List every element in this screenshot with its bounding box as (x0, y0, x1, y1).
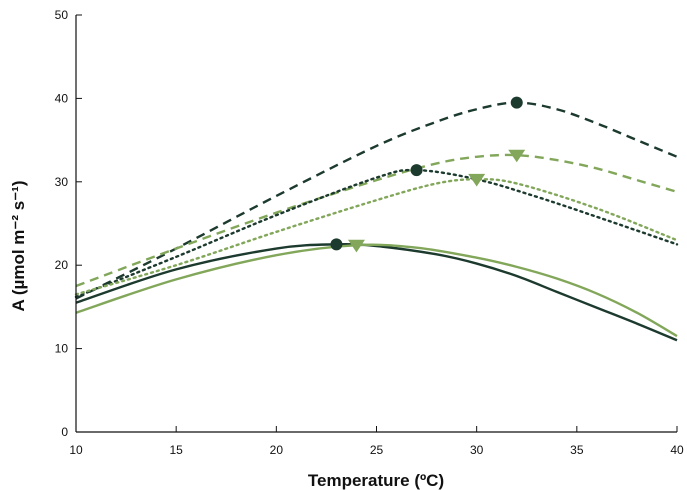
y-axis-title: A (µmol m⁻² s⁻¹) (9, 181, 28, 312)
optimum-marker-circle (330, 238, 343, 251)
series-line-6 (75, 243, 678, 338)
optimum-markers (330, 96, 526, 253)
x-axis-title: Temperature (ºC) (308, 471, 444, 490)
plot-area (74, 101, 679, 342)
y-tick-label: 10 (55, 342, 69, 356)
series-line-5 (75, 242, 678, 342)
x-tick-label: 25 (370, 443, 384, 457)
y-tick-label: 0 (61, 425, 68, 439)
x-tick-label: 20 (270, 443, 284, 457)
optimum-marker-triangle (468, 173, 486, 187)
x-tick-label: 30 (470, 443, 484, 457)
optimum-marker-circle (410, 164, 423, 177)
x-tick-label: 40 (670, 443, 684, 457)
x-tick-label: 15 (169, 443, 183, 457)
optimum-marker-triangle (347, 239, 365, 253)
y-tick-label: 40 (55, 91, 69, 105)
series-line-3 (74, 168, 679, 299)
x-tick-label: 10 (69, 443, 83, 457)
optimum-marker-circle (510, 96, 523, 109)
x-tick-label: 35 (570, 443, 584, 457)
series-line-2 (75, 153, 678, 288)
y-tick-label: 30 (55, 175, 69, 189)
optimum-marker-triangle (508, 149, 526, 163)
series-line-4 (74, 178, 679, 296)
y-tick-label: 50 (55, 8, 69, 22)
series-line-1 (75, 101, 678, 300)
y-tick-label: 20 (55, 258, 69, 272)
